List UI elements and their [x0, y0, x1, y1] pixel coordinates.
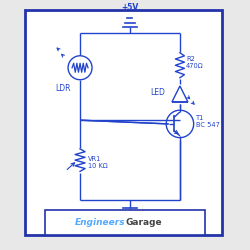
FancyBboxPatch shape	[25, 10, 222, 235]
Text: T1
BC 547: T1 BC 547	[196, 115, 220, 128]
Text: R2
470Ω: R2 470Ω	[186, 56, 204, 69]
Text: LDR: LDR	[55, 84, 70, 93]
Text: LED: LED	[150, 88, 165, 97]
Text: +5V: +5V	[121, 2, 138, 12]
Text: VR1
10 KΩ: VR1 10 KΩ	[88, 156, 107, 169]
Text: Garage: Garage	[125, 218, 162, 226]
Text: Engineers: Engineers	[74, 218, 125, 226]
FancyBboxPatch shape	[45, 210, 205, 235]
